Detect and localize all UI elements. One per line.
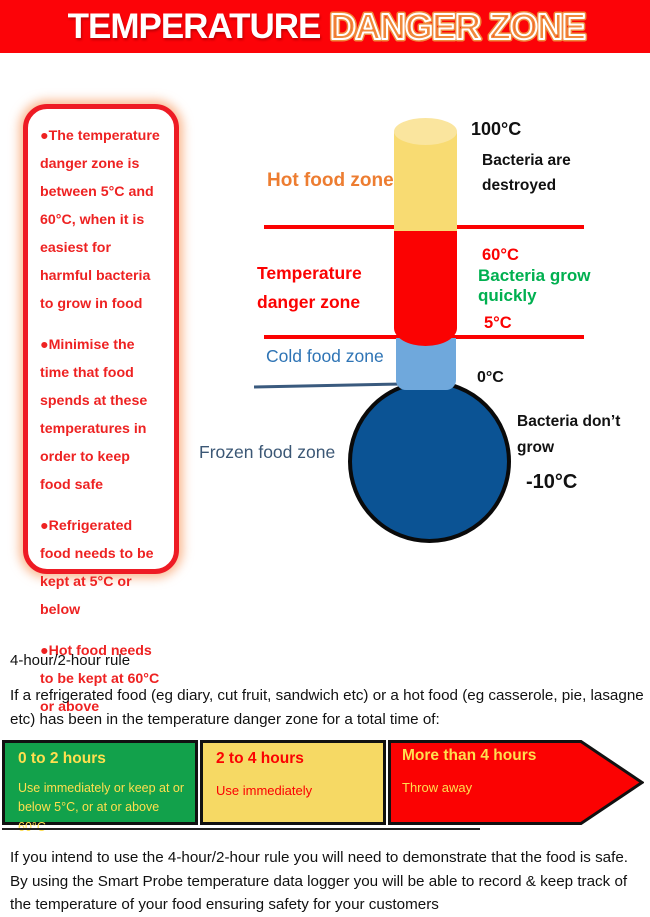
timeline-segment-label: More than 4 hours [402, 747, 537, 764]
bacteria-grow-note: Bacteria grow quickly [478, 266, 591, 305]
info-bullet: ●Refrigerated food needs to be kept at 5… [40, 518, 154, 618]
info-box: ●The temperature danger zone is between … [23, 104, 179, 715]
timeline-segment-label: 2 to 4 hours [216, 750, 304, 767]
svg-text:DANGER ZONE: DANGER ZONE [330, 6, 585, 47]
thermometer-danger-tube [394, 228, 457, 346]
timeline-segment-detail: Use immediately or keep at or below 5°C,… [18, 781, 185, 834]
timeline-underline [2, 828, 480, 830]
page-title-accent: DANGER ZONE DANGER ZONE [328, 3, 589, 49]
thermometer-bulb [348, 380, 511, 543]
timeline-segment-detail: Use immediately [216, 783, 313, 798]
temp-5c-label: 5°C [484, 314, 512, 332]
frozen-food-zone-label: Frozen food zone [199, 442, 336, 462]
page-title-main: TEMPERATURE [67, 6, 322, 46]
temperature-danger-zone-line2: danger zone [257, 292, 361, 312]
info-bullet: ●The temperature danger zone is between … [40, 128, 160, 312]
info-bullet: ●Minimise the time that food spends at t… [40, 337, 148, 493]
temperature-danger-zone-line1: Temperature [257, 263, 362, 283]
temperature-danger-zone-label: Temperature danger zone [257, 259, 362, 317]
timeline-segment-0-2-hours: 0 to 2 hours Use immediately or keep at … [2, 740, 198, 834]
timeline-segment-detail: Throw away [402, 780, 473, 795]
cold-food-zone-label: Cold food zone [266, 346, 384, 366]
thermometer-cold-tube [396, 338, 456, 390]
temp-0c-label: 0°C [477, 369, 504, 386]
svg-text:DANGER ZONE: DANGER ZONE [330, 6, 585, 47]
timeline-segment-2-4-hours: 2 to 4 hours Use immediately [200, 740, 386, 825]
thermometer-hot-tube [394, 131, 457, 231]
timeline-segment-label: 0 to 2 hours [18, 750, 106, 767]
bacteria-destroyed-note: Bacteria are destroyed [482, 152, 571, 194]
hot-food-zone-label: Hot food zone [267, 170, 394, 191]
timeline-segment-more-4-hours: More than 4 hours Throw away [402, 747, 536, 798]
temp-minus10c-label: -10°C [526, 471, 578, 493]
temp-100c-label: 100°C [471, 119, 522, 139]
info-bullet: ●Hot food needs to be kept at 60°C or ab… [40, 643, 160, 715]
temp-60c-label: 60°C [482, 246, 519, 264]
rule-title: 4-hour/2-hour rule [10, 652, 131, 669]
freezing-point-line [253, 382, 403, 389]
bacteria-dont-grow-note: Bacteria don’t grow [517, 413, 621, 456]
header-banner: TEMPERATURE DANGER ZONE DANGER ZONE [0, 0, 650, 53]
thermometer-hot-tube-cap [394, 118, 457, 145]
timeline-segment-arrow-shape [388, 740, 644, 825]
footer-paragraph: If you intend to use the 4-hour/2-hour r… [10, 849, 629, 914]
rule-intro: If a refrigerated food (eg diary, cut fr… [10, 687, 644, 728]
